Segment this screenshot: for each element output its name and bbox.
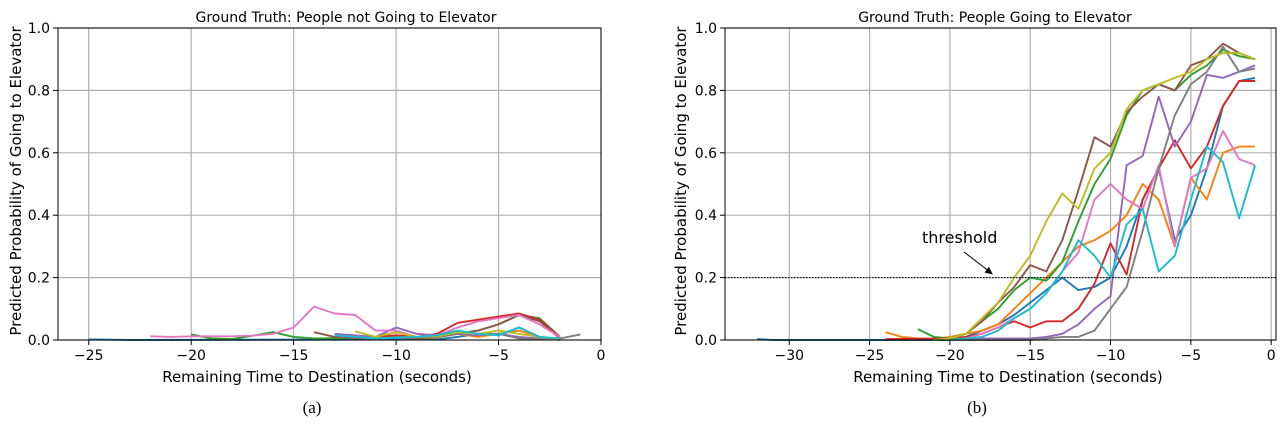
chart-b-series-line-8: [949, 45, 1256, 341]
chart-a-series-line-4: [355, 312, 561, 340]
chart-b-series-line-9: [933, 52, 1256, 341]
chart-a-y-tick-label: 0.0: [28, 333, 50, 349]
chart-a-y-tick-label: 0.6: [28, 146, 50, 162]
chart-b-x-tick-label: −30: [774, 348, 804, 364]
chart-panel-a: −25 −20 −15 −10 −5 0 0.0 0.2 0.4 0.6 0.8 1.0 Ground…: [7, 10, 605, 417]
chart-a-x-tick-label: −15: [279, 348, 309, 364]
chart-b-y-tick-label: 0.8: [695, 83, 717, 99]
chart-a-y-tick-label: 0.4: [28, 208, 50, 224]
chart-b-series-line-10: [949, 145, 1257, 341]
threshold-arrow: [963, 251, 990, 272]
chart-a-x-tick-label: −20: [176, 348, 206, 364]
chart-a-x-axis-label: Remaining Time to Destination (seconds): [162, 368, 472, 386]
chart-a-ticks: −25 −20 −15 −10 −5 0 0.0 0.2 0.4 0.6 0.8 1.0: [28, 21, 606, 364]
chart-b-series-line-4: [885, 80, 1256, 341]
threshold-arrow-head-icon: [984, 266, 993, 275]
chart-a-series-line-10: [334, 326, 561, 340]
chart-b-caption: (b): [967, 398, 987, 417]
chart-b-title: Ground Truth: People Going to Elevator: [858, 10, 1132, 26]
chart-a-y-tick-label: 0.8: [28, 83, 50, 99]
threshold-label: threshold: [922, 228, 997, 247]
chart-b-series-line-5: [949, 64, 1256, 341]
chart-a-grid: [58, 27, 602, 341]
chart-a-caption: (a): [303, 398, 322, 417]
chart-b-x-tick-label: −25: [855, 348, 885, 364]
chart-b-x-tick-label: −20: [935, 348, 965, 364]
chart-b-grid: [725, 27, 1276, 341]
chart-a-x-tick-label: −5: [488, 348, 509, 364]
chart-a-x-tick-label: −25: [74, 348, 104, 364]
chart-b-series: [757, 42, 1257, 341]
chart-a-x-tick-label: −10: [381, 348, 411, 364]
chart-b-ticks: −30 −25 −20 −15 −10 −5 0 0.0 0.2 0.4 0.6 0.8 1.0: [695, 21, 1276, 364]
chart-a-frame: [57, 27, 602, 341]
chart-b-series-line-1: [757, 76, 1256, 341]
chart-b-y-tick-label: 0.6: [695, 146, 717, 162]
chart-a-series: [88, 305, 581, 341]
chart-b-x-tick-label: −10: [1096, 348, 1126, 364]
chart-b-y-tick-label: 0.2: [695, 271, 717, 287]
chart-b-frame: [724, 27, 1277, 341]
chart-b-x-tick-label: −5: [1181, 348, 1202, 364]
chart-a-y-tick-label: 0.2: [28, 271, 50, 287]
chart-b-y-axis-label: Predicted Probability of Going to Elevat…: [672, 26, 690, 336]
chart-a-title: Ground Truth: People not Going to Elevat…: [196, 10, 497, 26]
chart-b-x-tick-label: 0: [1267, 348, 1276, 364]
chart-a-y-axis-label: Predicted Probability of Going to Elevat…: [7, 26, 25, 336]
chart-panel-b: threshold −30 −25 −20 −15 −10 −5 0 0.0 0.2 0.4 0.6…: [672, 10, 1277, 417]
chart-b-y-tick-label: 0.0: [695, 333, 717, 349]
chart-a-x-tick-label: 0: [597, 348, 606, 364]
chart-a-series-line-7: [150, 305, 561, 338]
chart-a-series-line-9: [354, 329, 561, 341]
chart-b-x-tick-label: −15: [1015, 348, 1045, 364]
chart-b-y-tick-label: 1.0: [695, 21, 717, 37]
chart-b-series-line-7: [949, 130, 1256, 341]
chart-b-x-axis-label: Remaining Time to Destination (seconds): [853, 368, 1163, 386]
chart-a-y-tick-label: 1.0: [28, 21, 50, 37]
chart-b-y-tick-label: 0.4: [695, 208, 717, 224]
